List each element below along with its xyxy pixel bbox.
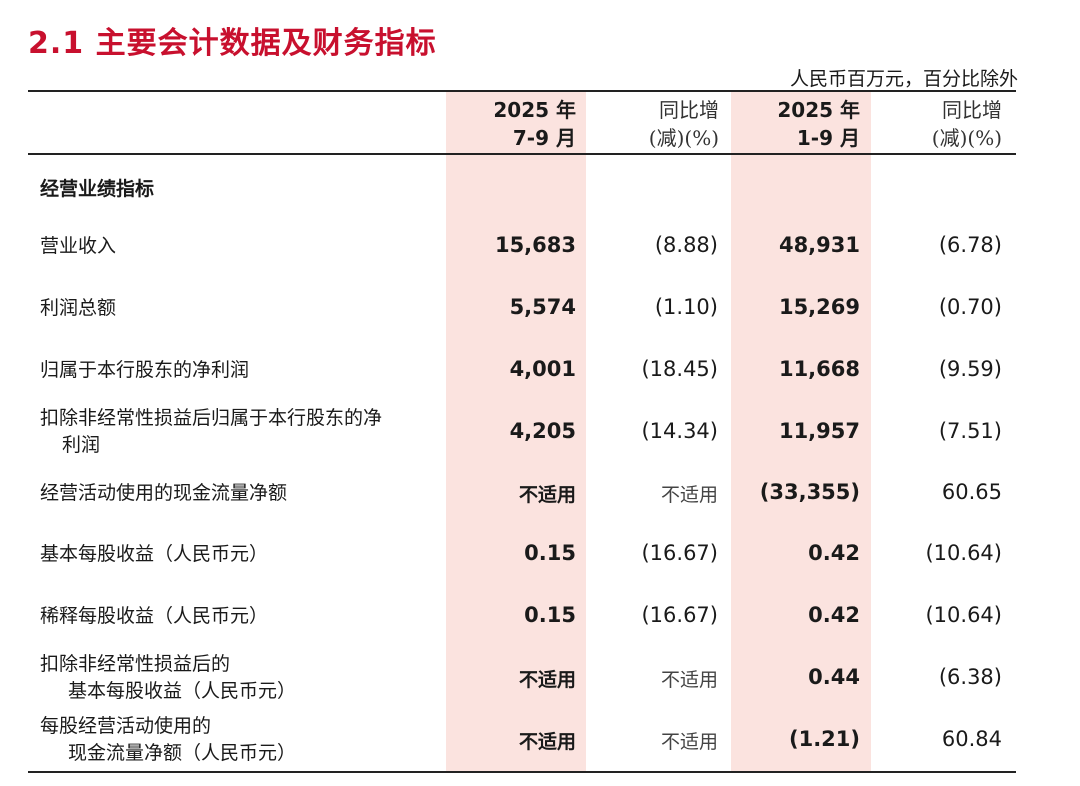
q3-yoy-value: (16.67)	[641, 603, 718, 627]
table-top-rule	[28, 90, 1016, 92]
row-label: 归属于本行股东的净利润	[40, 359, 250, 381]
row-label: 每股经营活动使用的 现金流量净额（人民币元）	[40, 713, 296, 767]
ytd-value: (33,355)	[759, 480, 860, 504]
ytd-yoy-value: (10.64)	[925, 603, 1002, 627]
q3-yoy-value: (14.34)	[641, 419, 718, 443]
table-bottom-rule	[28, 771, 1016, 773]
ytd-yoy-value: (0.70)	[938, 295, 1002, 319]
ytd-value: 11,957	[778, 419, 860, 443]
q3-value: 不适用	[518, 731, 576, 753]
q3-value: 15,683	[494, 233, 576, 257]
q3-value: 4,001	[509, 357, 576, 381]
q3-value: 4,205	[509, 419, 576, 443]
q3-value: 不适用	[518, 669, 576, 691]
row-label-line1: 每股经营活动使用的	[40, 715, 212, 737]
ytd-value: 48,931	[778, 233, 860, 257]
ytd-yoy-value: (10.64)	[925, 541, 1002, 565]
q3-yoy-value: 不适用	[660, 669, 718, 691]
q3-yoy-value: 不适用	[660, 731, 718, 753]
row-label: 经营活动使用的现金流量净额	[40, 482, 288, 504]
row-label-line2: 现金流量净额（人民币元）	[68, 742, 297, 764]
q3-yoy-value: (16.67)	[641, 541, 718, 565]
ytd-value: 0.42	[808, 603, 860, 627]
row-label: 稀释每股收益（人民币元）	[40, 605, 269, 627]
row-label-line1: 扣除非经常性损益后的	[40, 653, 231, 675]
q3-value: 不适用	[518, 484, 576, 506]
row-label-line1: 扣除非经常性损益后归属于本行股东的净	[40, 407, 383, 429]
q3-yoy-value: (8.88)	[654, 233, 718, 257]
row-label: 扣除非经常性损益后归属于本行股东的净 利润	[40, 405, 382, 459]
q3-value: 0.15	[524, 603, 576, 627]
q3-yoy-value: (18.45)	[641, 357, 718, 381]
header-ytd-yoy: 同比增 (减)(%)	[931, 98, 1002, 150]
ytd-value: 0.44	[808, 665, 860, 689]
page-title: 2.1 主要会计数据及财务指标	[28, 26, 437, 61]
q3-value: 0.15	[524, 541, 576, 565]
ytd-value: (1.21)	[788, 727, 860, 751]
ytd-yoy-value: 60.84	[941, 727, 1002, 751]
shaded-column-ytd	[731, 92, 871, 772]
ytd-yoy-value: (6.78)	[938, 233, 1002, 257]
ytd-value: 0.42	[808, 541, 860, 565]
row-label: 利润总额	[40, 297, 117, 319]
ytd-value: 15,269	[778, 295, 860, 319]
shaded-column-q3	[446, 92, 586, 772]
section-label: 经营业绩指标	[40, 178, 155, 200]
row-label: 营业收入	[40, 235, 117, 257]
q3-yoy-value: (1.10)	[654, 295, 718, 319]
q3-value: 5,574	[509, 295, 576, 319]
row-label-line2: 基本每股收益（人民币元）	[68, 680, 297, 702]
header-q3: 2025 年 7-9 月	[493, 98, 576, 150]
q3-yoy-value: 不适用	[660, 484, 718, 506]
ytd-yoy-value: 60.65	[941, 480, 1002, 504]
header-q3-yoy: 同比增 (减)(%)	[648, 98, 719, 150]
header-ytd: 2025 年 1-9 月	[777, 98, 860, 150]
row-label: 扣除非经常性损益后的 基本每股收益（人民币元）	[40, 651, 296, 705]
row-label-line2: 利润	[62, 434, 101, 456]
unit-note: 人民币百万元，百分比除外	[789, 68, 1018, 90]
ytd-yoy-value: (7.51)	[938, 419, 1002, 443]
ytd-value: 11,668	[778, 357, 860, 381]
table-header-rule	[28, 153, 1016, 155]
ytd-yoy-value: (9.59)	[938, 357, 1002, 381]
row-label: 基本每股收益（人民币元）	[40, 543, 269, 565]
ytd-yoy-value: (6.38)	[938, 665, 1002, 689]
